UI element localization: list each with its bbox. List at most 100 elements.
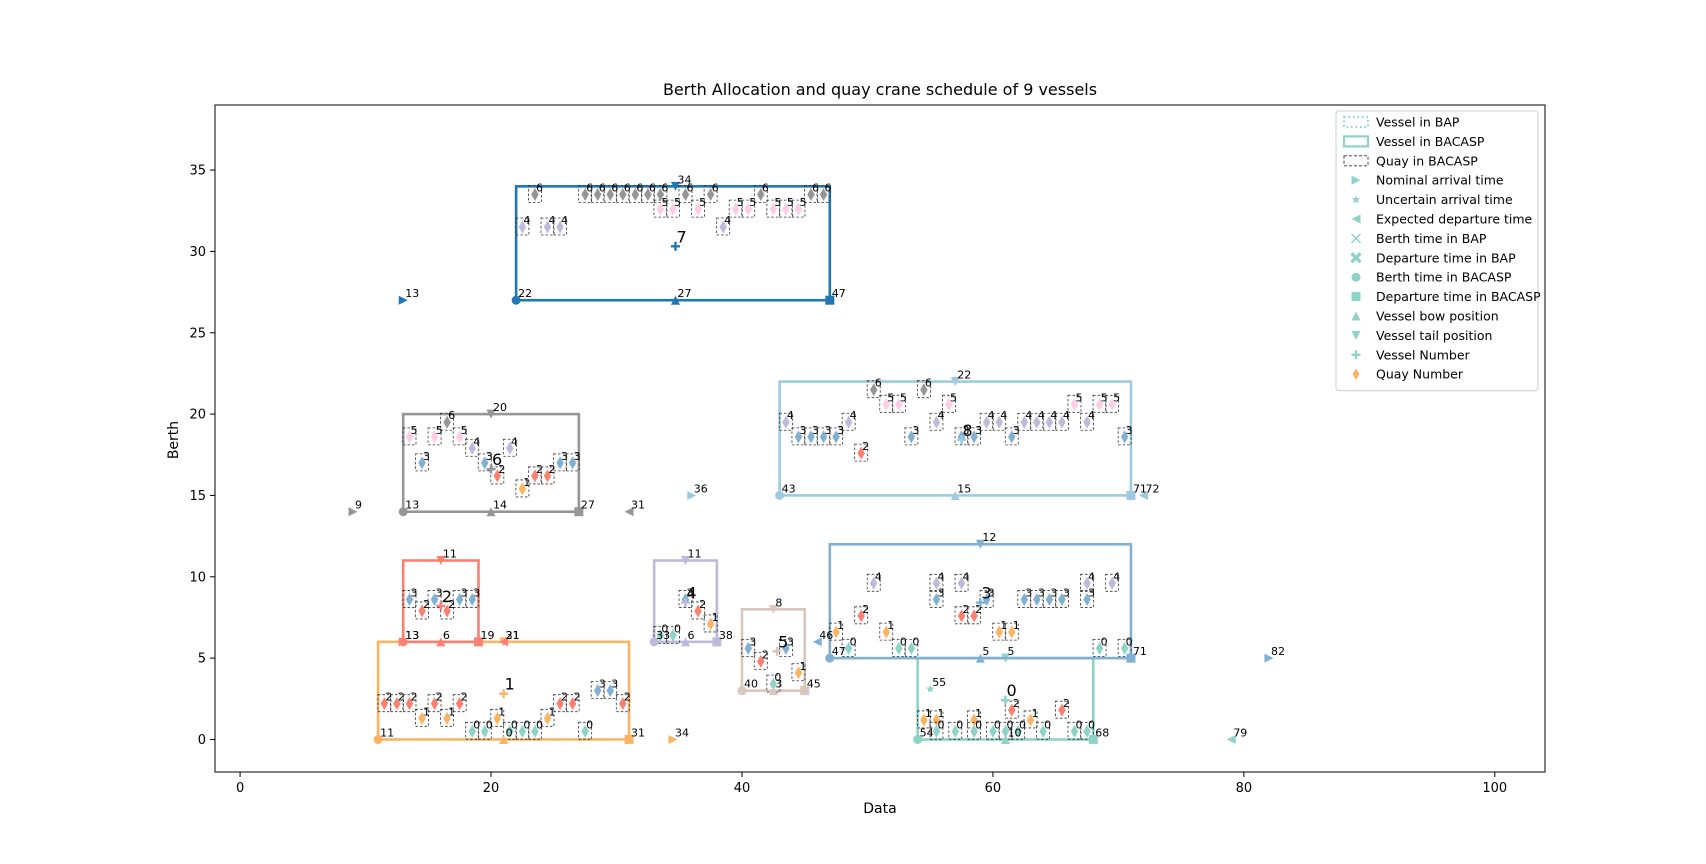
quay-number: 5 (737, 196, 744, 209)
vessel-number-marker (681, 598, 691, 608)
quay-number: 2 (498, 463, 505, 476)
quay-diamond (857, 609, 865, 623)
quay-mark: 1 (992, 619, 1007, 641)
quay-number: 5 (699, 196, 706, 209)
quay-diamond (882, 397, 891, 411)
quay-box (502, 438, 517, 457)
quay-diamond (794, 430, 803, 444)
marker-label: 34 (677, 173, 691, 186)
quay-box (854, 443, 869, 462)
quay-box (954, 427, 969, 446)
quay-number: 3 (975, 424, 982, 437)
vessel-marker (687, 490, 697, 500)
quay-number: 1 (799, 660, 806, 673)
quay-diamond (957, 576, 966, 590)
vessel-marker (1126, 490, 1136, 500)
legend-item: Uncertain arrival time (1351, 192, 1513, 207)
legend-item: Expected departure time (1351, 212, 1533, 227)
quay-mark: 4 (553, 214, 568, 236)
quay-box (778, 412, 793, 431)
quay-diamond (951, 724, 960, 738)
quay-mark: 0 (967, 718, 982, 740)
quay-number: 0 (1006, 718, 1013, 731)
quay-number: 5 (749, 196, 756, 209)
quay-diamond (1020, 593, 1029, 607)
quay-number: 3 (436, 587, 443, 600)
quay-mark: 3 (829, 424, 844, 446)
vessel-marker (499, 734, 509, 744)
legend-swatch (1352, 368, 1360, 381)
quay-diamond (543, 469, 552, 483)
marker-label: 71 (1133, 482, 1147, 495)
legend-box (1335, 110, 1539, 392)
legend-item: Quay in BACASP (1343, 153, 1478, 168)
quay-box (1004, 427, 1019, 446)
quay-box (703, 185, 718, 203)
marker-label: 47 (832, 645, 846, 658)
quay-box (515, 217, 530, 236)
quay-box (986, 721, 1000, 740)
quay-diamond (1083, 415, 1091, 429)
quay-number: 0 (994, 718, 1001, 731)
x-tick-label: 0 (236, 781, 244, 796)
quay-box (553, 453, 567, 472)
quay-number: 2 (975, 603, 982, 616)
quay-mark: 1 (440, 705, 455, 727)
quay-box (477, 453, 492, 472)
quay-diamond (443, 415, 451, 429)
quay-diamond (506, 724, 514, 738)
quay-box (904, 427, 919, 446)
quay-box (854, 606, 869, 625)
quay-number: 3 (599, 678, 606, 691)
quay-number: 6 (687, 181, 694, 194)
marker-label: 40 (744, 678, 758, 691)
quay-diamond (493, 711, 502, 725)
quay-number: 2 (862, 440, 869, 453)
quay-diamond (932, 724, 941, 738)
quay-mark: 5 (942, 391, 957, 413)
quay-diamond (832, 625, 840, 639)
marker-label: 54 (920, 726, 934, 739)
quay-number: 5 (1075, 391, 1082, 404)
quay-box (1117, 427, 1132, 446)
quay-diamond (593, 684, 602, 698)
quay-box (1017, 412, 1032, 431)
quay-number: 4 (875, 570, 882, 583)
marker-label: 33 (656, 629, 670, 642)
vessel-marker (624, 507, 634, 517)
legend-item: Berth time in BACASP (1351, 270, 1512, 285)
quay-number: 3 (1088, 587, 1095, 600)
vessel-number: 0 (1006, 681, 1016, 700)
quay-mark: 0 (502, 718, 518, 740)
quay-number: 3 (912, 424, 919, 437)
quay-box (440, 601, 455, 620)
quay-box (967, 427, 982, 446)
quay-mark: 2 (1055, 697, 1070, 719)
quay-box (992, 622, 1007, 641)
quay-number: 1 (837, 619, 844, 632)
quay-diamond (1083, 724, 1091, 738)
quay-mark: 2 (402, 691, 417, 713)
legend-swatch (1351, 272, 1361, 282)
legend-item: Vessel in BACASP (1342, 134, 1485, 149)
quay-number: 4 (561, 214, 568, 227)
quay-number: 4 (1113, 570, 1120, 583)
quay-box (402, 590, 417, 608)
quay-number: 3 (561, 450, 568, 463)
quay-mark: 3 (967, 424, 982, 446)
marker-label: 9 (355, 499, 362, 512)
quay-mark: 6 (578, 181, 593, 203)
legend-swatch (1351, 214, 1361, 224)
y-tick-label: 35 (189, 164, 206, 179)
legend-label: Vessel bow position (1376, 309, 1499, 324)
quay-mark: 0 (986, 718, 1001, 740)
x-tick-label: 60 (985, 781, 1002, 796)
quay-number: 6 (712, 181, 719, 194)
quay-diamond (669, 628, 677, 642)
quay-box (578, 185, 593, 203)
marker-label: 11 (688, 548, 702, 561)
quay-diamond (606, 187, 614, 201)
vessel-marker (712, 637, 722, 647)
quay-number: 0 (1019, 718, 1026, 731)
